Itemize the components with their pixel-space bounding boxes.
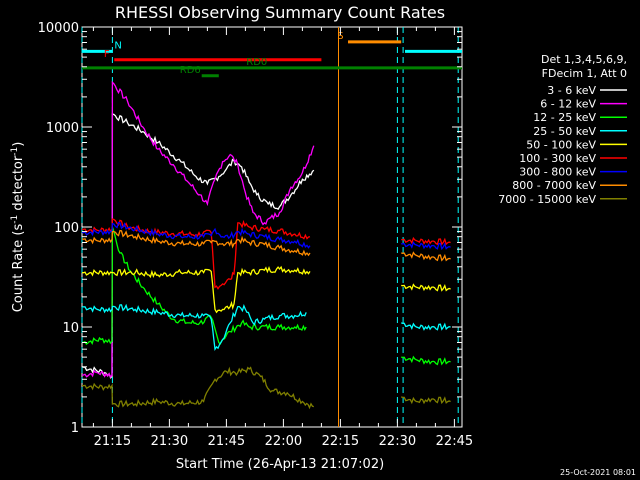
x-tick-label: 22:45	[436, 434, 473, 449]
legend-entry-label: 12 - 25 keV	[533, 111, 596, 124]
legend-entry-label: 300 - 800 keV	[519, 166, 596, 179]
series-line-after-gap-2	[401, 251, 451, 262]
state-bar-label-f: F	[104, 49, 110, 60]
y-tick-label: 1	[71, 421, 79, 436]
legend-entry-50-100-kev: 50 - 100 keV	[526, 138, 627, 151]
state-bar-label-rd0: RD0	[246, 57, 267, 68]
series-line-50-100-kev	[81, 265, 311, 314]
series-line-6-12-kev	[81, 80, 315, 379]
legend-entry-300-800-kev: 300 - 800 keV	[519, 166, 627, 179]
y-axis-label-main: Count Rate (s	[11, 224, 26, 313]
legend-entry-label: 50 - 100 keV	[526, 138, 596, 151]
x-tick-label: 22:30	[379, 434, 416, 449]
plot-area: NF S RD0 RD6 21:15 21:30 21:45 22:00 22:15 22:30…	[38, 21, 473, 449]
series-layer	[81, 80, 451, 410]
x-axis-label: Start Time (26-Apr-13 21:07:02)	[176, 457, 384, 472]
legend-entry-6-12-kev: 6 - 12 keV	[540, 98, 627, 111]
state-bar-label-rd6: RD6	[180, 65, 201, 76]
axis-ticks: 21:15 21:30 21:45 22:00 22:15 22:30 22:45 1 10 10…	[38, 21, 473, 449]
series-line-800-7000-kev	[81, 229, 311, 257]
legend-entry-label: 6 - 12 keV	[540, 98, 596, 111]
series-line-after-gap-4	[401, 322, 451, 331]
legend-entry-label: 100 - 300 keV	[519, 152, 596, 165]
y-tick-label: 100	[54, 221, 79, 236]
series-line-after-gap-6	[400, 396, 451, 405]
state-bar-label-s: S	[337, 31, 343, 42]
series-line-12-25-kev	[81, 226, 307, 346]
legend-entry-label: 25 - 50 keV	[533, 125, 596, 138]
legend: Det 1,3,4,5,6,9, FDecim 1, Att 0 3 - 6 k…	[498, 53, 627, 206]
x-tick-label: 22:15	[322, 434, 359, 449]
x-tick-label: 21:15	[94, 434, 131, 449]
series-line-after-gap-0	[401, 236, 451, 246]
series-line-300-800-kev	[82, 221, 311, 249]
state-bar-label-n: N	[114, 40, 121, 51]
legend-entry-7000-15000-kev: 7000 - 15000 keV	[498, 193, 627, 206]
series-line-7000-15000-kev	[81, 366, 314, 410]
y-tick-label: 1000	[46, 121, 79, 136]
x-tick-label: 21:30	[151, 434, 188, 449]
legend-entry-label: 3 - 6 keV	[547, 84, 596, 97]
x-tick-label: 21:45	[208, 434, 245, 449]
y-tick-label: 10000	[38, 21, 79, 36]
x-tick-label: 22:00	[265, 434, 302, 449]
legend-entry-100-300-kev: 100 - 300 keV	[519, 152, 627, 165]
series-line-25-50-kev	[81, 303, 307, 352]
legend-header-decimation: FDecim 1, Att 0	[542, 67, 627, 80]
series-line-after-gap-5	[401, 355, 451, 366]
series-line-after-gap-1	[401, 241, 451, 251]
series-line-after-gap-3	[401, 283, 451, 292]
chart-title: RHESSI Observing Summary Count Rates	[115, 3, 445, 22]
y-axis-label-mid: detector	[11, 155, 26, 215]
y-axis-label-end: )	[11, 142, 26, 147]
legend-entry-label: 7000 - 15000 keV	[498, 193, 596, 206]
legend-entry-800-7000-kev: 800 - 7000 keV	[512, 179, 627, 192]
series-line-3-6-kev	[81, 113, 315, 379]
generated-timestamp: 25-Oct-2021 08:01	[560, 468, 636, 477]
legend-entry-25-50-kev: 25 - 50 keV	[533, 125, 627, 138]
y-axis-label-sup1: -1	[10, 215, 20, 224]
legend-entry-3-6-kev: 3 - 6 keV	[547, 84, 627, 97]
y-axis-label-sup2: -1	[10, 147, 20, 156]
y-axis-label: Count Rate (s-1 detector-1)	[10, 142, 26, 313]
legend-entry-label: 800 - 7000 keV	[512, 179, 596, 192]
y-tick-label: 10	[62, 321, 79, 336]
legend-header-detectors: Det 1,3,4,5,6,9,	[541, 53, 627, 66]
legend-entry-12-25-kev: 12 - 25 keV	[533, 111, 627, 124]
